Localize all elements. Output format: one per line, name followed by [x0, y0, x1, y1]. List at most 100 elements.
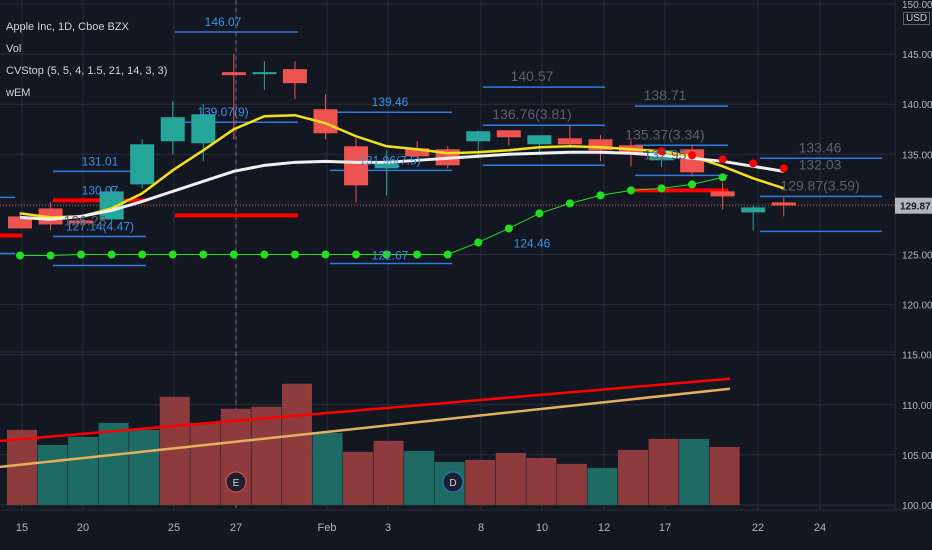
cvstop-level-label: 135.37(3.34) [625, 126, 704, 142]
volume-bar [404, 450, 435, 505]
volume-bar [281, 383, 312, 505]
cvstop-level-label: 139.07(9) [197, 105, 248, 119]
volume-bar [190, 422, 221, 505]
dividend-marker [442, 471, 464, 493]
cvstop-level-label: 127.14(4.47) [66, 219, 134, 233]
cvstop-level-label: 139.46 [372, 95, 409, 109]
candle-down [8, 216, 32, 229]
last-price-label: 129.87 [900, 202, 931, 213]
price-tick-label: 100.00 [902, 501, 932, 512]
earnings-marker [225, 471, 247, 493]
price-tick-label: 145.00 [902, 50, 932, 61]
legend-volume[interactable]: Vol [6, 43, 22, 55]
green-stop-dot [107, 250, 116, 259]
green-stop-dot [596, 191, 605, 200]
time-tick-label: 15 [16, 522, 28, 534]
green-stop-dot [565, 199, 574, 208]
cvstop-level-label: 122.67 [372, 249, 409, 263]
green-stop-dot [413, 250, 422, 259]
cvstop-level-label: 132.03 [799, 156, 842, 172]
price-tick-label: 105.00 [902, 451, 932, 462]
candle-down [496, 130, 521, 138]
price-axis-panel [895, 0, 932, 510]
red-stop-dot [688, 151, 697, 160]
white-ma-line [19, 150, 784, 221]
cvstop-level-label: 136.76(3.81) [492, 106, 571, 122]
price-tick-label: 150.00 [902, 0, 932, 11]
candle-down [405, 148, 430, 157]
green-stop-dot [77, 250, 86, 259]
volume-bar [618, 449, 648, 505]
volume-bar [587, 467, 618, 505]
last-price-tag [895, 197, 932, 214]
green-stop-dot [199, 250, 208, 259]
green-stop-dot [321, 250, 330, 259]
green-stop-dot [443, 250, 452, 259]
green-stop-dot [474, 238, 483, 247]
volume-bar [312, 432, 343, 505]
volume-bar [709, 446, 740, 505]
cvstop-level-label: 146.07 [205, 15, 242, 29]
green-stop-dot [382, 250, 391, 259]
volume-bar [129, 429, 160, 505]
volume-bar [7, 429, 37, 505]
time-tick-label: 24 [814, 522, 826, 534]
volume-bar [68, 436, 99, 505]
green-stop-dot [290, 250, 299, 259]
cvstop-level-label: 140.57 [511, 68, 554, 84]
time-tick-label: 8 [478, 522, 484, 534]
red-stop-dot [657, 147, 666, 156]
time-tick-label: 12 [598, 522, 610, 534]
yellow-ma-line [19, 113, 785, 219]
time-tick-label: 25 [168, 522, 180, 534]
price-tick-label: 125.00 [902, 251, 932, 262]
candle-up [741, 207, 766, 213]
cvstop-level-label: 131.01 [82, 154, 119, 168]
legend-cvstop[interactable]: CVStop (5, 5, 4, 1.5, 21, 14, 3, 3) [6, 65, 168, 77]
green-stop-dot [352, 250, 361, 259]
green-stop-dot [535, 209, 544, 218]
legend-wem[interactable]: wEM [6, 87, 31, 99]
volume-bar [159, 396, 190, 505]
candle-down [710, 191, 735, 197]
volume-bar [98, 422, 129, 505]
time-tick-label: 22 [752, 522, 764, 534]
price-tick-label: 140.00 [902, 100, 932, 111]
green-stop-dot [627, 186, 635, 195]
price-tick-label: 115.00 [902, 351, 932, 362]
currency-label[interactable]: USD [903, 12, 931, 25]
candle-up [160, 117, 185, 142]
green-stop-dot [688, 180, 697, 189]
green-stop-line [20, 176, 723, 257]
red-stop-dot [749, 159, 758, 168]
cvstop-level-label: 138.71 [644, 87, 687, 103]
time-tick-label: 27 [230, 522, 242, 534]
candle-up [191, 114, 216, 144]
cvstop-level-label: 124.46 [514, 236, 551, 250]
time-tick-label: Feb [318, 522, 337, 534]
chart-legend: Apple Inc, 1D, Cboe BZX Vol CVStop (5, 5… [6, 16, 167, 104]
cvstop-level-label: 131.96(7.5) [359, 153, 420, 167]
candle-down [588, 139, 613, 151]
candle-down [557, 138, 582, 145]
cvstop-level-label: 126.28 [64, 212, 107, 228]
candle-up [374, 163, 399, 169]
green-stop-dot [168, 250, 177, 259]
cvstop-level-label: 130.07 [82, 183, 119, 197]
green-stop-dot [46, 251, 55, 260]
candle-down [282, 69, 307, 84]
cvstop-level-label: 133.46 [799, 139, 842, 155]
cvstop-level-label: 132.95 [644, 146, 687, 162]
candle-down [221, 72, 246, 76]
volume-bar [556, 463, 587, 505]
candle-up [527, 135, 552, 145]
volume-bar [648, 438, 679, 505]
green-stop-dot [138, 250, 147, 259]
volume-bar [495, 452, 526, 505]
volume-bar [251, 406, 282, 505]
green-stop-dot [718, 173, 727, 182]
volume-bar [679, 438, 710, 505]
time-tick-label: 10 [536, 522, 548, 534]
legend-symbol[interactable]: Apple Inc, 1D, Cboe BZX [6, 21, 129, 33]
